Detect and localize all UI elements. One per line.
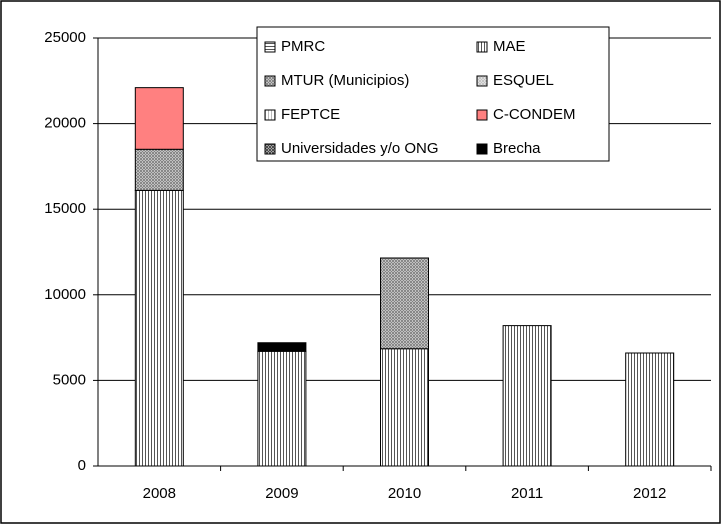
legend-label: C-CONDEM <box>493 106 576 123</box>
y-tick-label: 15000 <box>44 200 86 217</box>
y-tick-label: 25000 <box>44 29 86 46</box>
legend: PMRC MAE MTUR (Municipios) ESQUEL FEPTCE C-CO… <box>256 26 610 162</box>
legend-swatch <box>264 109 276 121</box>
legend-swatch <box>476 109 488 121</box>
legend-label: MTUR (Municipios) <box>281 72 409 89</box>
legend-swatch <box>476 41 488 53</box>
y-tick-label: 20000 <box>44 115 86 132</box>
legend-label: FEPTCE <box>281 106 340 123</box>
bar-segment <box>134 87 184 150</box>
bar-segment <box>257 342 307 352</box>
x-tick-label: 2010 <box>388 485 421 502</box>
bar-segment <box>134 189 184 467</box>
x-tick-label: 2011 <box>511 485 543 502</box>
legend-swatch <box>476 75 488 87</box>
legend-label: Universidades y/o ONG <box>281 140 439 157</box>
y-tick-label: 10000 <box>44 286 86 303</box>
y-tick-label: 0 <box>78 457 86 474</box>
bar-segment <box>380 257 429 350</box>
y-tick-label: 5000 <box>53 371 86 388</box>
bar-segment <box>502 325 552 467</box>
x-tick-label: 2008 <box>143 485 176 502</box>
bar-segment <box>257 350 307 467</box>
bar-segment <box>380 348 429 467</box>
legend-box <box>256 26 610 162</box>
legend-swatch <box>264 143 276 155</box>
bar-segment <box>134 148 184 191</box>
legend-swatch <box>264 41 276 53</box>
legend-label: MAE <box>493 38 526 55</box>
legend-label: ESQUEL <box>493 72 554 89</box>
x-tick-label: 2012 <box>633 485 666 502</box>
legend-label: PMRC <box>281 38 325 55</box>
bar-segment <box>625 352 675 467</box>
x-tick-label: 2009 <box>265 485 298 502</box>
legend-swatch <box>264 75 276 87</box>
legend-swatch <box>476 143 488 155</box>
legend-label: Brecha <box>493 140 541 157</box>
